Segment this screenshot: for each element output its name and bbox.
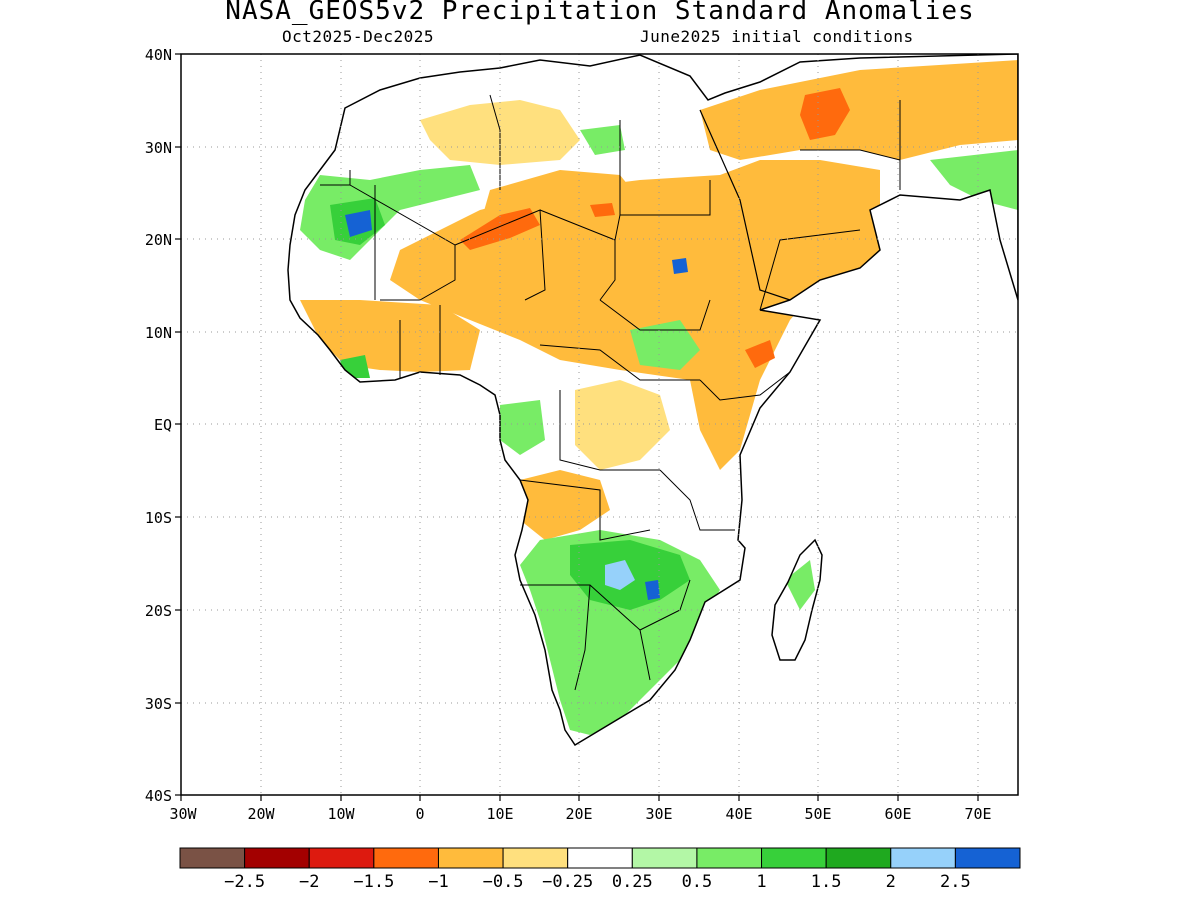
colorbar: −2.5 −2 −1.5 −1 −0.5 −0.25 0.25 0.5 1 1.5 2 2.5	[179, 847, 1021, 892]
lon-label: 40E	[725, 805, 752, 823]
colorbar-label: 2	[886, 872, 896, 892]
map-title: NASA_GEOS5v2 Precipitation Standard Anom…	[225, 0, 975, 26]
lon-label: 10E	[486, 805, 513, 823]
colorbar-swatch	[696, 847, 763, 869]
colorbar-label: −2.5	[224, 872, 265, 892]
lat-label: 40S	[145, 787, 172, 805]
forecast-period: Oct2025-Dec2025	[282, 27, 434, 46]
colorbar-swatch	[954, 847, 1021, 869]
colorbar-swatch	[631, 847, 698, 869]
colorbar-swatch	[244, 847, 310, 869]
lon-label: 0	[415, 805, 424, 823]
colorbar-swatch	[761, 847, 827, 869]
colorbar-swatch	[825, 847, 892, 869]
colorbar-label: 1.5	[811, 872, 842, 892]
lat-label: 10S	[145, 509, 172, 527]
colorbar-swatch	[437, 847, 504, 869]
lon-label: 20W	[247, 805, 275, 823]
colorbar-label: −1.5	[353, 872, 394, 892]
lat-label: 30N	[145, 139, 172, 157]
anomaly-field	[288, 54, 1018, 745]
colorbar-label: −1	[428, 872, 448, 892]
lon-label: 20E	[565, 805, 592, 823]
lon-label: 60E	[884, 805, 911, 823]
lon-label: 70E	[964, 805, 991, 823]
lat-label: 20S	[145, 602, 172, 620]
lat-label: EQ	[154, 416, 172, 434]
colorbar-swatch	[502, 847, 569, 869]
lat-label: 30S	[145, 695, 172, 713]
colorbar-label: 0.25	[612, 872, 653, 892]
colorbar-label: −0.25	[542, 872, 593, 892]
colorbar-swatch	[308, 847, 375, 869]
initial-conditions: June2025 initial conditions	[640, 27, 914, 46]
colorbar-swatch	[373, 847, 439, 869]
colorbar-swatch	[890, 847, 956, 869]
colorbar-swatch	[179, 847, 246, 869]
colorbar-swatch	[567, 847, 633, 869]
longitude-labels: 30W 20W 10W 0 10E 20E 30E 40E 50E 60E 70…	[169, 805, 991, 823]
lat-label: 10N	[145, 324, 172, 342]
lon-label: 30E	[645, 805, 672, 823]
coastlines	[287, 54, 1018, 747]
tick-marks	[175, 53, 979, 801]
colorbar-label: −0.5	[483, 872, 524, 892]
colorbar-label: −2	[299, 872, 319, 892]
colorbar-label: 1	[756, 872, 766, 892]
lon-label: 30W	[169, 805, 197, 823]
colorbar-label: 0.5	[682, 872, 713, 892]
lat-label: 20N	[145, 231, 172, 249]
latitude-labels: 40N 30N 20N 10N EQ 10S 20S 30S 40S	[145, 46, 172, 805]
lon-label: 10W	[327, 805, 355, 823]
lon-label: 50E	[804, 805, 831, 823]
lat-label: 40N	[145, 46, 172, 64]
colorbar-label: 2.5	[940, 872, 971, 892]
